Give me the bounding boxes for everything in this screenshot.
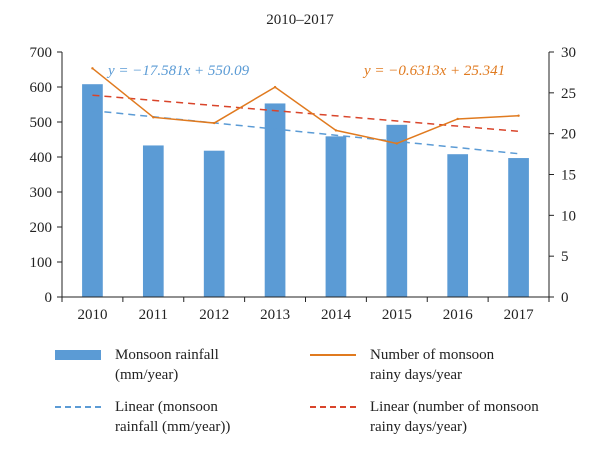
point-rainy-days-2012 (212, 121, 216, 125)
y-left-tick-label: 700 (30, 45, 53, 61)
bar-rainfall-2015 (386, 124, 408, 297)
x-tick-label: 2016 (443, 307, 474, 323)
y-left-tick-label: 400 (30, 150, 53, 166)
y-right-tick-label: 0 (561, 290, 569, 306)
legend-item-rainfall: Monsoon rainfall (mm/year) (55, 345, 219, 385)
bar-rainfall-2013 (264, 103, 286, 297)
y-right-tick-label: 25 (561, 86, 576, 102)
x-tick-label: 2014 (321, 307, 352, 323)
x-tick-label: 2015 (382, 307, 412, 323)
y-left-tick-label: 300 (30, 185, 53, 201)
legend-swatch-trend-days (310, 397, 356, 417)
chart-svg: 2010–2017 0 100 200 300 400 500 600 700 0 5 10 15 20 2… (30, 12, 577, 323)
bar-rainfall-2010 (82, 84, 103, 297)
line-rainy-days (91, 67, 519, 145)
point-rainy-days-2014 (334, 129, 338, 132)
y-right-tick-label: 10 (561, 208, 576, 224)
legend-swatch-trend-rainfall (55, 397, 101, 417)
x-tick-label: 2011 (139, 307, 168, 323)
x-tick-label: 2017 (504, 307, 535, 323)
legend-swatch-rainfall (55, 345, 101, 365)
chart-title: 2010–2017 (266, 12, 334, 28)
legend-item-trend-rainfall: Linear (monsoon rainfall (mm/year)) (55, 397, 230, 437)
chart-legend: Monsoon rainfall (mm/year) Number of mon… (0, 335, 600, 460)
y-left-tick-label: 0 (45, 290, 53, 306)
point-rainy-days-2015 (395, 142, 399, 145)
bar-rainfall-2014 (325, 136, 347, 297)
y-right-tick-label: 15 (561, 168, 576, 184)
x-tick-label: 2012 (199, 307, 229, 323)
x-tick-label: 2013 (260, 307, 290, 323)
point-rainy-days-2010 (91, 67, 94, 70)
legend-swatch-rainy-days (310, 345, 356, 365)
legend-label-rainy-days: Number of monsoon rainy days/year (370, 347, 495, 383)
bar-rainfall-2017 (508, 158, 529, 297)
bar-rainfall-2012 (203, 150, 225, 297)
x-tick-label: 2010 (77, 307, 107, 323)
y-left-tick-label: 600 (30, 80, 53, 96)
legend-item-rainy-days: Number of monsoon rainy days/year (310, 345, 494, 385)
point-rainy-days-2016 (456, 117, 459, 121)
bar-rainfall-2016 (447, 154, 469, 297)
bar-rainfall-2011 (142, 145, 164, 297)
point-rainy-days-2011 (152, 116, 155, 119)
y-right-tick-label: 30 (561, 45, 576, 61)
legend-item-trend-days: Linear (number of monsoon rainy days/yea… (310, 397, 539, 437)
y-right-tick-label: 20 (561, 127, 576, 143)
y-left-tick-label: 200 (30, 220, 53, 236)
legend-label-trend-days: Linear (number of monsoon rainy days/yea… (370, 399, 539, 435)
y-left-tick-label: 500 (30, 115, 53, 131)
trendline-rainy-days (92, 94, 519, 133)
point-rainy-days-2017 (517, 114, 520, 117)
legend-label-rainfall: Monsoon rainfall (mm/year) (115, 347, 219, 383)
annotation-days-equation: y = −0.6313x + 25.341 (362, 63, 505, 79)
legend-label-trend-rainfall: Linear (monsoon rainfall (mm/year)) (115, 399, 231, 435)
y-left-tick-label: 100 (30, 255, 53, 271)
y-right-tick-label: 5 (561, 249, 569, 265)
point-rainy-days-2013 (273, 85, 277, 89)
annotation-rainfall-equation: y = −17.581x + 550.09 (106, 63, 250, 79)
